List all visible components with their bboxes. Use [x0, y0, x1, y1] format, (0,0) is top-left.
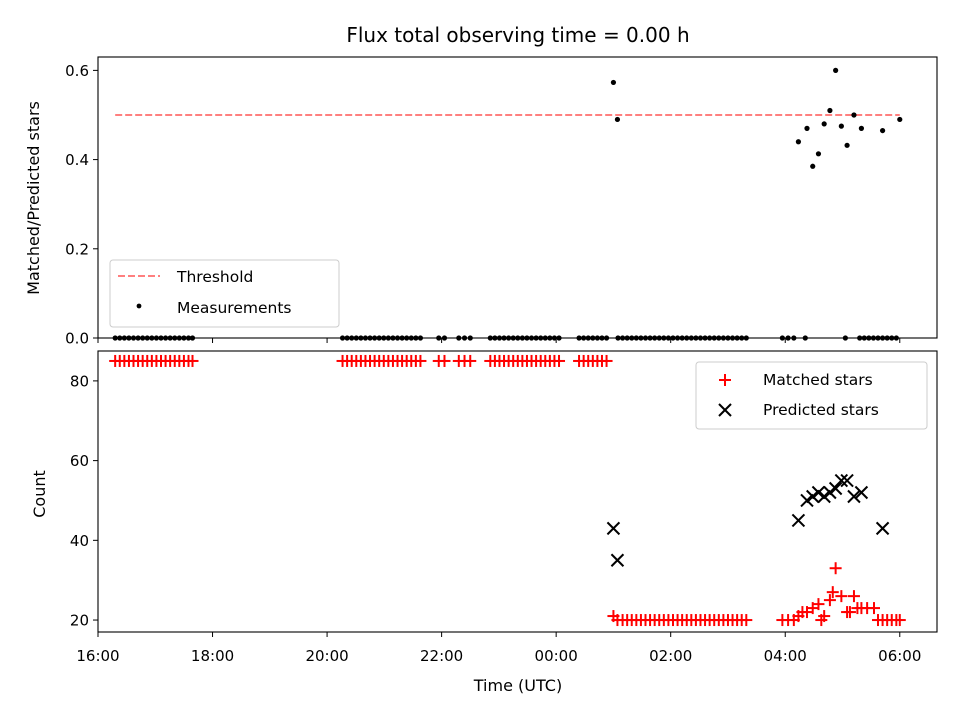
- matched-star-marker: [464, 354, 477, 367]
- predicted-star-marker: [610, 553, 625, 567]
- count-panel: 16:00 18:00 20:00 22:00 00:00 02:00 04:00 06:00…: [30, 350, 938, 695]
- x-axis-label: Time (UTC): [473, 676, 562, 695]
- count-legend: Matched stars Predicted stars: [695, 361, 928, 430]
- predicted-star-marker: [828, 481, 843, 496]
- measurement-point: [851, 112, 857, 118]
- measurement-point: [844, 142, 850, 148]
- matched-star-marker: [843, 606, 856, 619]
- count-y-tick-label: 60: [70, 452, 89, 470]
- measurement-point: [610, 79, 617, 86]
- ratio-y-tick-label: 0.2: [65, 240, 89, 258]
- measurement-point: [838, 123, 844, 129]
- ratio-panel: 0.0 0.2 0.4 0.6 Matched/Predicted stars Thr…: [24, 56, 938, 348]
- count-legend-box: [695, 361, 928, 430]
- measurement-point: [821, 121, 827, 127]
- measurement-point: [897, 116, 903, 123]
- ratio-y-ticks: 0.0 0.2 0.4 0.6: [65, 62, 98, 348]
- x-tick-label: 06:00: [878, 647, 921, 665]
- predicted-star-marker: [854, 485, 869, 500]
- matched-star-marker: [438, 354, 451, 367]
- matched-stars-layer: [109, 354, 906, 627]
- measurements-legend-label: Measurements: [177, 299, 292, 317]
- measurement-point: [810, 163, 816, 169]
- measurement-point: [827, 107, 833, 114]
- measurement-point: [804, 125, 810, 131]
- predicted-star-marker: [840, 473, 854, 488]
- x-tick-label: 22:00: [420, 647, 463, 665]
- predicted-stars-layer: [606, 473, 890, 567]
- predicted-star-marker: [811, 485, 826, 500]
- predicted-star-marker: [875, 521, 890, 536]
- matched-star-marker: [826, 586, 839, 599]
- ratio-y-tick-label: 0.4: [65, 151, 89, 169]
- count-y-tick-label: 80: [70, 372, 89, 390]
- ratio-plot-frame: [97, 56, 938, 339]
- chart-title: Flux total observing time = 0.00 h: [346, 23, 689, 47]
- ratio-legend: Threshold Measurements: [109, 259, 340, 328]
- ratio-y-axis-label: Matched/Predicted stars: [24, 101, 43, 295]
- matched-star-marker: [868, 602, 881, 615]
- matched-star-marker: [553, 354, 566, 367]
- matched-star-marker: [740, 614, 753, 627]
- matched-star-marker: [414, 354, 427, 367]
- x-tick-label: 20:00: [305, 647, 348, 665]
- predicted-star-marker: [791, 513, 806, 528]
- predicted-legend-swatch: [718, 403, 732, 417]
- matched-legend-label: Matched stars: [763, 371, 873, 389]
- measurement-point: [879, 127, 886, 134]
- measurement-point: [614, 116, 621, 123]
- ratio-x-ticks: [97, 338, 901, 343]
- matched-star-marker: [835, 590, 848, 603]
- x-tick-label: 16:00: [76, 647, 119, 665]
- ratio-y-tick-label: 0.6: [65, 62, 89, 80]
- x-tick-label: 18:00: [191, 647, 234, 665]
- predicted-legend-label: Predicted stars: [763, 401, 879, 419]
- predicted-star-marker: [817, 489, 831, 504]
- predicted-star-marker: [847, 489, 861, 504]
- count-x-ticks: 16:00 18:00 20:00 22:00 00:00 02:00 04:00 06:00: [76, 632, 921, 665]
- x-tick-label: 00:00: [535, 647, 578, 665]
- count-y-tick-label: 40: [70, 532, 89, 550]
- predicted-star-marker: [806, 489, 820, 504]
- matched-legend-swatch: [719, 374, 731, 386]
- matched-star-marker: [847, 590, 860, 603]
- matched-star-marker: [812, 598, 825, 611]
- predicted-star-marker: [823, 485, 837, 500]
- count-y-tick-label: 20: [70, 612, 89, 630]
- measurement-point: [833, 67, 839, 73]
- matched-star-marker: [818, 610, 831, 623]
- measurement-point: [815, 151, 822, 157]
- count-y-axis-label: Count: [30, 470, 49, 518]
- matched-star-marker: [823, 594, 836, 607]
- matched-star-marker: [186, 354, 199, 367]
- matched-star-marker: [600, 354, 613, 367]
- measurement-point: [858, 125, 865, 131]
- count-y-ticks: 20 40 60 80: [70, 372, 98, 630]
- ratio-y-tick-label: 0.0: [65, 330, 89, 348]
- matched-star-marker: [829, 562, 842, 575]
- measurements-legend-swatch: [136, 303, 142, 309]
- predicted-star-marker: [800, 493, 814, 508]
- threshold-legend-label: Threshold: [176, 268, 253, 286]
- ratio-legend-box: [109, 259, 340, 328]
- matched-star-marker: [893, 614, 906, 627]
- predicted-star-marker: [834, 473, 849, 488]
- measurement-point: [795, 139, 802, 145]
- x-tick-label: 04:00: [764, 647, 807, 665]
- x-tick-label: 02:00: [649, 647, 692, 665]
- predicted-star-marker: [606, 521, 621, 536]
- count-plot-frame: [97, 350, 938, 633]
